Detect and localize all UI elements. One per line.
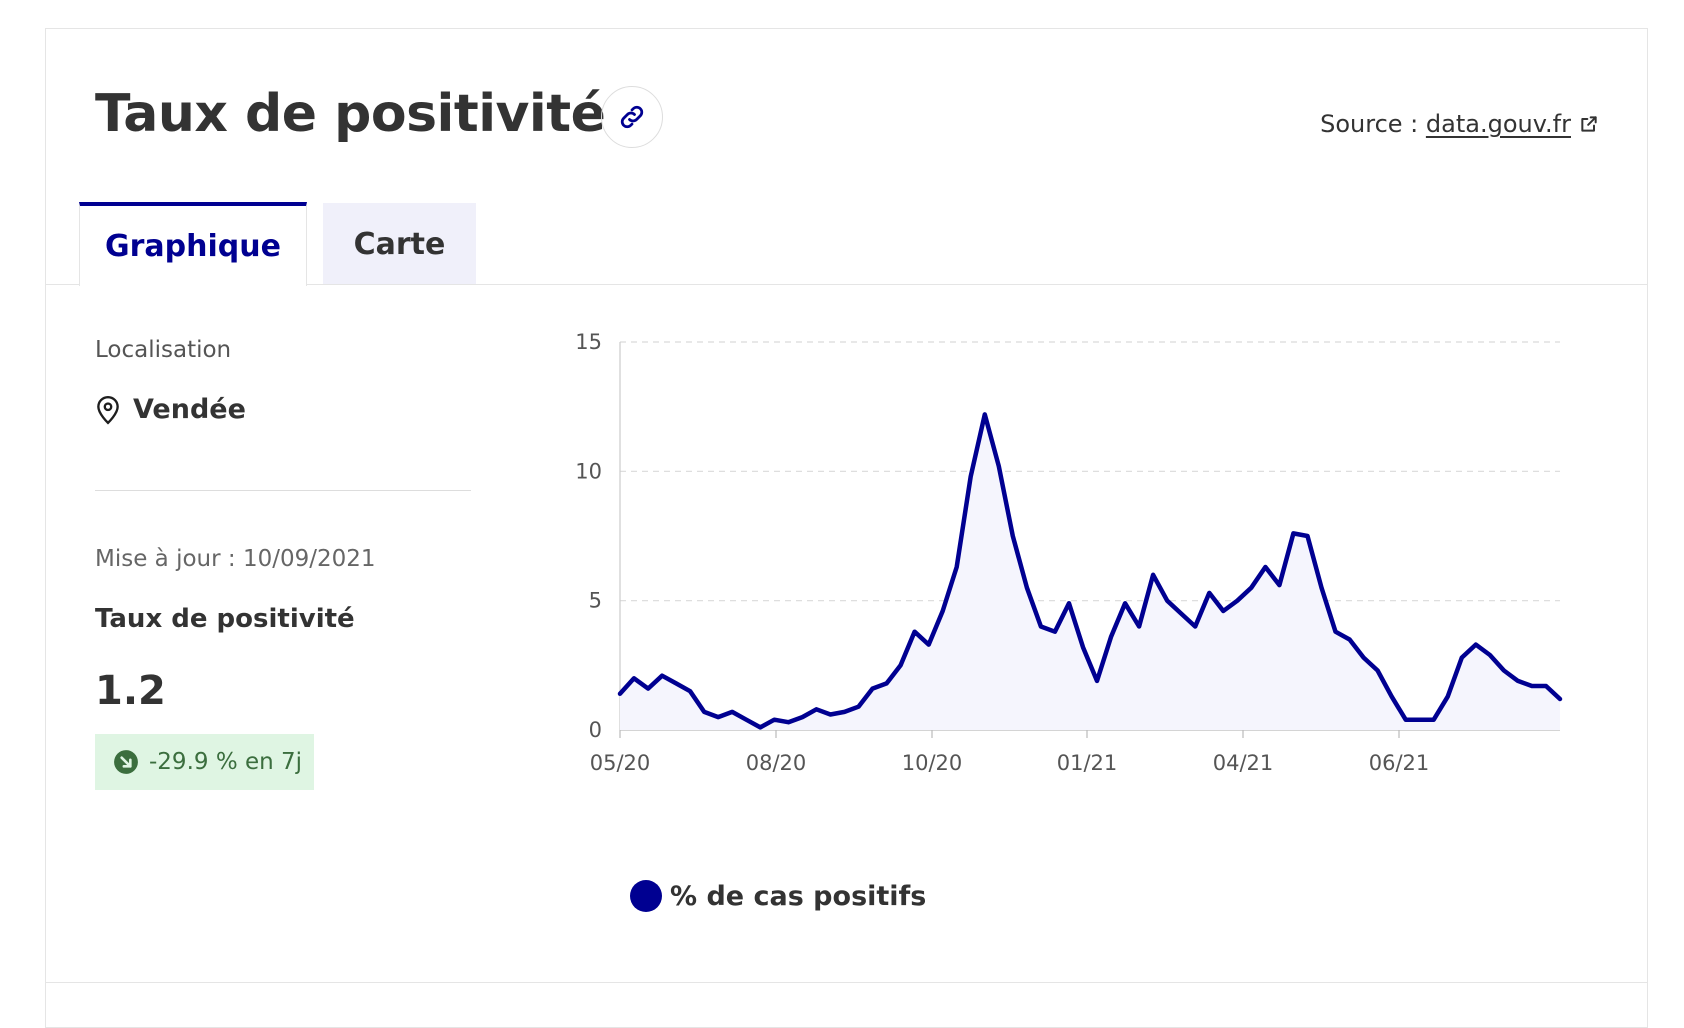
- kpi-label: Taux de positivité: [95, 604, 355, 634]
- link-icon: [617, 102, 647, 132]
- x-tick-label: 06/21: [1369, 751, 1430, 775]
- x-tick-label: 01/21: [1057, 751, 1118, 775]
- update-date: Mise à jour : 10/09/2021: [95, 546, 376, 572]
- series-area: [620, 414, 1560, 730]
- tabs-divider: [45, 284, 1648, 285]
- trend-text: -29.9 % en 7j: [149, 749, 303, 775]
- sidebar-divider: [95, 490, 471, 491]
- positivity-card: [45, 28, 1648, 1028]
- location-value: Vendée: [133, 394, 246, 425]
- y-tick-label: 5: [589, 589, 602, 613]
- tab-graphique-label: Graphique: [105, 228, 281, 264]
- source-link-label: data.gouv.fr: [1425, 110, 1571, 138]
- x-tick-label: 04/21: [1213, 751, 1274, 775]
- tab-carte[interactable]: Carte: [323, 203, 476, 285]
- location-pin-icon: [95, 395, 121, 425]
- kpi-value: 1.2: [95, 668, 166, 714]
- x-tick-label: 05/20: [590, 751, 651, 775]
- arrow-down-right-icon: [113, 749, 139, 775]
- tab-carte-label: Carte: [353, 226, 446, 262]
- page-title: Taux de positivité: [95, 84, 606, 144]
- chart-legend: % de cas positifs: [630, 880, 926, 912]
- series-line: [617, 412, 1563, 730]
- y-tick-label: 10: [575, 459, 602, 483]
- x-tick-label: 10/20: [902, 751, 963, 775]
- y-tick-label: 15: [575, 330, 602, 354]
- tab-graphique[interactable]: Graphique: [79, 202, 307, 286]
- positivity-chart: 0 5 10 15 05/20 08/20 10/20 01/21 04/21 06/21: [575, 330, 1563, 775]
- card-bottom-divider: [45, 982, 1648, 983]
- source-info: Source : data.gouv.fr: [1320, 110, 1599, 140]
- source-prefix: Source :: [1320, 110, 1426, 138]
- y-tick-label: 0: [589, 718, 602, 742]
- permalink-button[interactable]: [601, 86, 663, 148]
- external-link-icon: [1579, 112, 1599, 140]
- legend-marker: [630, 880, 662, 912]
- legend-label: % de cas positifs: [670, 880, 927, 912]
- trend-badge: -29.9 % en 7j: [95, 734, 314, 790]
- source-link[interactable]: data.gouv.fr: [1426, 110, 1599, 138]
- x-tick-label: 08/20: [746, 751, 807, 775]
- location-selector[interactable]: Vendée: [95, 394, 246, 425]
- location-label: Localisation: [95, 337, 232, 363]
